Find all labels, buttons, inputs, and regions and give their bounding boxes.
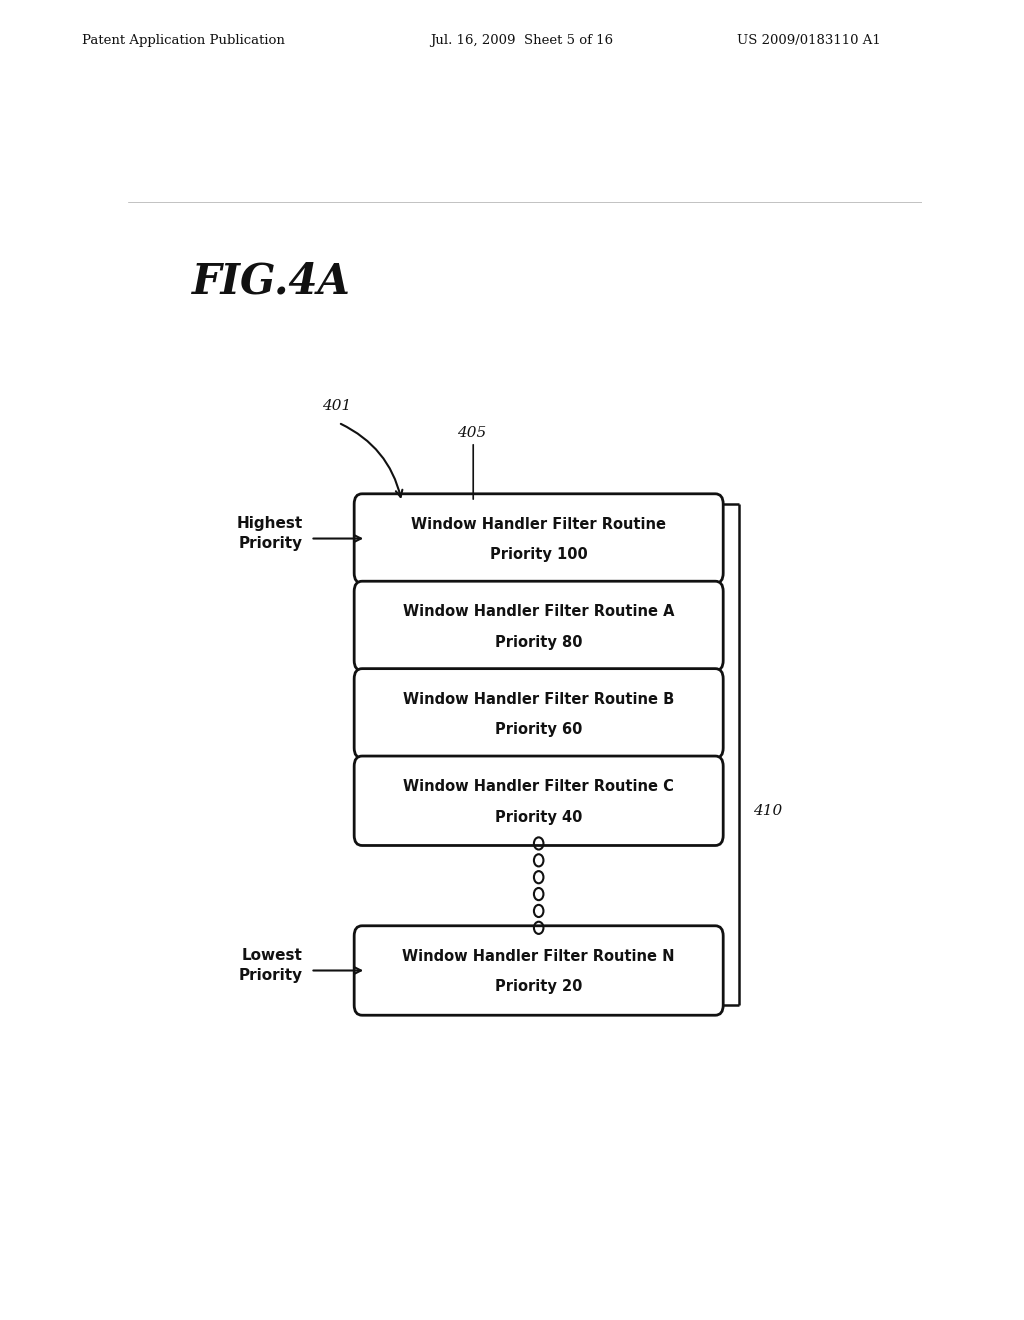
Text: Lowest
Priority: Lowest Priority: [239, 948, 303, 983]
Text: Priority 100: Priority 100: [489, 548, 588, 562]
Text: US 2009/0183110 A1: US 2009/0183110 A1: [737, 34, 881, 48]
FancyBboxPatch shape: [354, 669, 723, 758]
Text: Window Handler Filter Routine N: Window Handler Filter Routine N: [402, 949, 675, 964]
Text: Window Handler Filter Routine: Window Handler Filter Routine: [412, 517, 667, 532]
FancyBboxPatch shape: [354, 494, 723, 583]
Text: Priority 60: Priority 60: [495, 722, 583, 737]
Text: Window Handler Filter Routine A: Window Handler Filter Routine A: [402, 605, 675, 619]
Text: Jul. 16, 2009  Sheet 5 of 16: Jul. 16, 2009 Sheet 5 of 16: [430, 34, 613, 48]
Text: Priority 80: Priority 80: [495, 635, 583, 649]
Text: Window Handler Filter Routine C: Window Handler Filter Routine C: [403, 779, 674, 795]
Text: 401: 401: [323, 399, 351, 412]
Text: 405: 405: [458, 426, 486, 440]
FancyBboxPatch shape: [354, 756, 723, 846]
FancyBboxPatch shape: [354, 925, 723, 1015]
Text: Window Handler Filter Routine B: Window Handler Filter Routine B: [403, 692, 675, 706]
Text: FIG.4A: FIG.4A: [191, 260, 350, 302]
Text: Patent Application Publication: Patent Application Publication: [82, 34, 285, 48]
Text: Highest
Priority: Highest Priority: [237, 516, 303, 550]
Text: 410: 410: [754, 804, 782, 818]
FancyBboxPatch shape: [354, 581, 723, 671]
Text: Priority 40: Priority 40: [495, 809, 583, 825]
Text: Priority 20: Priority 20: [495, 979, 583, 994]
